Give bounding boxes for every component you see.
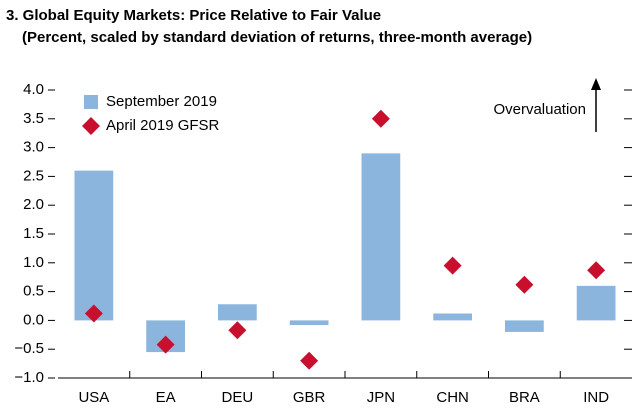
diamond-marker — [587, 261, 606, 280]
legend-label: April 2019 GFSR — [106, 117, 220, 134]
x-tick-label: BRA — [509, 389, 540, 406]
annotation: Overvaluation — [493, 101, 586, 118]
x-tick-label: GBR — [293, 389, 326, 406]
x-tick-label: JPN — [367, 389, 395, 406]
bar — [505, 320, 544, 332]
diamond-marker — [515, 275, 534, 294]
legend-swatch — [82, 117, 100, 135]
bar — [576, 285, 616, 321]
y-tick-label: 3.5 — [23, 110, 44, 127]
x-tick-label: EA — [156, 389, 176, 406]
y-tick-label: 3.0 — [23, 139, 44, 156]
y-tick-label: 4.0 — [23, 81, 44, 98]
y-tick-label: 1.5 — [23, 225, 44, 242]
legend-swatch — [84, 95, 98, 109]
chart-title: 3. Global Equity Markets: Price Relative… — [6, 7, 381, 24]
arrow-head — [591, 78, 601, 90]
y-tick-label: 1.0 — [23, 254, 44, 271]
y-tick-label: −0.5 — [14, 340, 44, 357]
x-tick-label: DEU — [222, 389, 254, 406]
x-tick-label: IND — [583, 389, 609, 406]
bar — [74, 170, 114, 321]
diamond-marker — [443, 256, 462, 275]
y-tick-label: −1.0 — [14, 369, 44, 386]
y-tick-label: 2.0 — [23, 196, 44, 213]
diamond-marker — [84, 304, 103, 323]
x-tick-label: USA — [78, 389, 109, 406]
diamond-marker — [300, 351, 319, 370]
x-tick-label: CHN — [436, 389, 469, 406]
y-tick-label: 2.5 — [23, 167, 44, 184]
bar — [289, 320, 329, 326]
y-tick-label: 0.0 — [23, 311, 44, 328]
chart-subtitle: (Percent, scaled by standard deviation o… — [22, 29, 532, 46]
legend-label: September 2019 — [106, 93, 217, 110]
y-tick-label: 0.5 — [23, 283, 44, 300]
bar — [433, 313, 472, 321]
diamond-marker — [228, 321, 247, 340]
bar — [218, 304, 257, 321]
bar — [361, 153, 401, 321]
diamond-marker — [156, 335, 175, 354]
diamond-marker — [371, 109, 390, 128]
